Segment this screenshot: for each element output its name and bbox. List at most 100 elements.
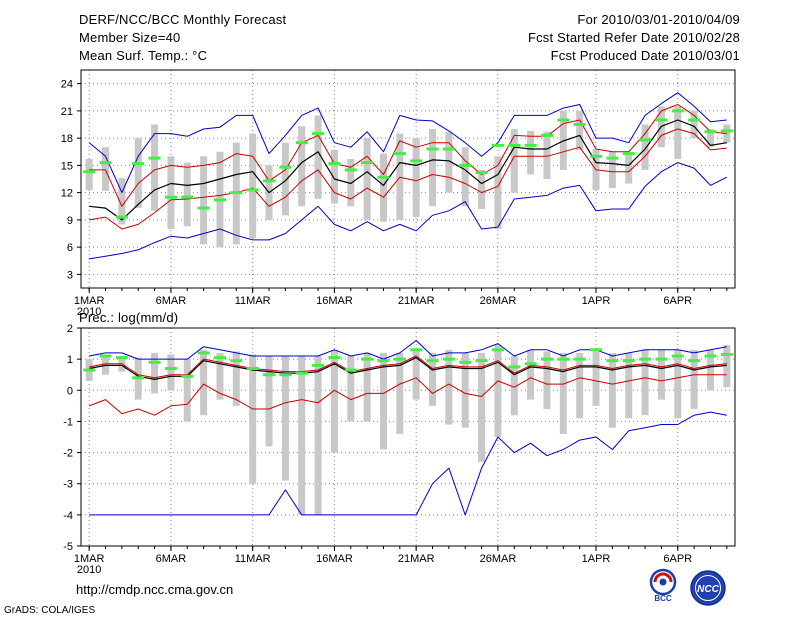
panel1-range-bar xyxy=(527,130,535,175)
panel1-median-mark xyxy=(361,161,374,165)
panel1-median-mark xyxy=(459,163,472,167)
panel2-xtick-label: 1APR xyxy=(582,553,611,565)
panel2-median-mark xyxy=(442,357,455,361)
panel2-xtick-label: 26MAR xyxy=(480,553,517,565)
panel1-ensemble-max-line xyxy=(88,92,727,194)
panel1-xtick-label: 1APR xyxy=(582,295,611,307)
panel1-median-mark xyxy=(557,118,570,122)
panel2-range-bar xyxy=(363,352,371,422)
panel2-range-bar xyxy=(592,351,600,406)
panel2-median-mark xyxy=(426,359,439,363)
panel1-ytick-label: 12 xyxy=(61,188,73,200)
panel2-range-bar xyxy=(706,349,714,391)
panel2-xtick-label: 6MAR xyxy=(156,553,187,565)
chart-title: DERF/NCC/BCC Monthly Forecast xyxy=(79,12,287,27)
panel1-median-mark xyxy=(164,195,177,199)
bcc-logo: BCC xyxy=(643,568,683,609)
panel2-median-mark xyxy=(459,360,472,364)
panel1-range-bar xyxy=(690,110,698,139)
panel2-median-mark xyxy=(606,359,619,363)
panel1-median-mark xyxy=(312,132,325,136)
panel2-ensemble-min-line xyxy=(89,411,727,516)
panel1-range-bar xyxy=(249,133,257,239)
panel2-median-mark xyxy=(197,351,210,355)
panel1-median-mark xyxy=(132,162,145,166)
panel1-median-mark xyxy=(524,143,537,147)
panel1-median-mark xyxy=(491,143,504,147)
panel2-median-mark xyxy=(508,365,521,369)
panel1-ytick-label: 24 xyxy=(61,79,73,91)
panel2-median-mark xyxy=(590,348,603,352)
panel1-range-bar xyxy=(543,131,551,179)
panel1-range-bar xyxy=(298,126,306,207)
panel1-median-mark xyxy=(639,138,652,142)
panel1-range-bar xyxy=(625,151,633,184)
panel2-median-mark xyxy=(655,357,668,361)
panel1-range-bar xyxy=(167,156,175,229)
panel1-range-bar xyxy=(118,178,126,225)
panel2-median-mark xyxy=(115,356,128,360)
panel2-median-mark xyxy=(622,359,635,363)
panel2-xtick-label: 6APR xyxy=(663,553,692,565)
panel2-median-mark xyxy=(230,359,243,363)
panel2-range-bar xyxy=(461,352,469,428)
panel1-range-bar xyxy=(478,169,486,209)
panel1-xtick-label: 11MAR xyxy=(235,295,271,307)
panel1-range-bar xyxy=(363,138,371,220)
panel1-range-bar xyxy=(494,156,502,229)
panel2-median-mark xyxy=(246,366,259,370)
panel1-range-bar xyxy=(85,159,93,190)
panel1-median-mark xyxy=(197,206,210,210)
panel1-median-mark xyxy=(426,147,439,151)
grads-credit: GrADS: COLA/IGES xyxy=(4,605,96,616)
panel2-range-bar xyxy=(216,352,224,400)
panel1-ytick-label: 15 xyxy=(61,160,73,172)
panel1-median-mark xyxy=(344,168,357,172)
panel1-range-bar xyxy=(412,138,420,218)
panel2-median-mark xyxy=(557,357,570,361)
panel1-ytick-label: 3 xyxy=(67,269,73,281)
panel2-xtick-label: 1MAR xyxy=(74,553,105,565)
ncc-logo: NCC xyxy=(686,568,730,613)
panel1-median-mark xyxy=(328,162,341,166)
panel1-median-mark xyxy=(99,161,112,165)
panel2-median-mark xyxy=(688,359,701,363)
panel1-range-bar xyxy=(281,142,289,216)
panel2-median-mark xyxy=(475,359,488,363)
panel2-range-bar xyxy=(298,356,306,515)
panel1-xtick-label: 21MAR xyxy=(398,295,435,307)
panel2-range-bar xyxy=(167,354,175,391)
panel1-xtick-label: 6MAR xyxy=(156,295,187,307)
panel2-median-mark xyxy=(279,373,292,377)
panel1-median-mark xyxy=(622,152,635,156)
panel1-xtick-label: 26MAR xyxy=(480,295,517,307)
panel2-ensemble-mean-line xyxy=(89,357,727,380)
panel1-median-mark xyxy=(688,118,701,122)
panel2-median-mark xyxy=(295,371,308,375)
panel2-median-mark xyxy=(312,363,325,367)
panel2-ytick-label: -1 xyxy=(63,416,73,428)
panel2-median-mark xyxy=(524,362,537,366)
panel1-range-bar xyxy=(134,138,142,209)
panel1-median-mark xyxy=(590,154,603,158)
panel2-spread-lower-line xyxy=(89,374,727,416)
panel2-title: Prec.: log(mm/d) xyxy=(79,310,179,325)
panel2-median-mark xyxy=(393,357,406,361)
member-size-label: Member Size=40 xyxy=(79,30,181,45)
panel2-range-bar xyxy=(690,349,698,409)
panel1-range-bar xyxy=(674,106,682,160)
panel2-median-mark xyxy=(148,360,161,364)
panel2-median-mark xyxy=(344,368,357,372)
panel1-ytick-label: 18 xyxy=(61,133,73,145)
panel1-range-bar xyxy=(347,159,355,207)
panel1-range-bar xyxy=(314,115,322,199)
panel2-median-mark xyxy=(720,352,733,356)
panel1-median-mark xyxy=(704,130,717,134)
panel2-range-bar xyxy=(314,356,322,515)
panel1-range-bar xyxy=(379,153,387,222)
panel2-median-mark xyxy=(263,373,276,377)
panel2-range-bar xyxy=(576,352,584,419)
panel2-range-bar xyxy=(281,356,289,481)
panel2-range-bar xyxy=(347,356,355,422)
panel1-range-bar xyxy=(330,149,338,204)
